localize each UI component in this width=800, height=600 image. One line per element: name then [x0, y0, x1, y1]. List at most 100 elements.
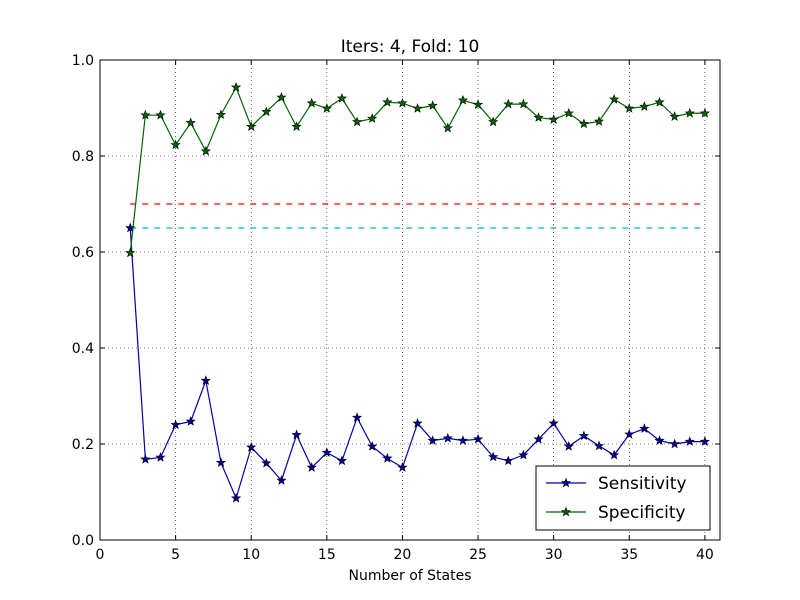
data-point [215, 109, 227, 120]
data-point [488, 116, 499, 127]
data-point [291, 121, 302, 132]
data-point [246, 442, 257, 452]
y-tick-label: 0.2 [72, 437, 94, 453]
legend-label: Specificity [598, 503, 686, 523]
data-point [488, 451, 499, 462]
data-point [609, 94, 620, 104]
data-point [654, 435, 665, 445]
data-point [548, 114, 559, 124]
data-point [291, 429, 302, 440]
x-axis-label: Number of States [349, 568, 472, 584]
data-point [609, 449, 620, 460]
data-point [427, 435, 438, 445]
data-point [412, 418, 423, 428]
data-point [563, 107, 574, 118]
x-tick-label: 35 [620, 547, 638, 563]
data-point [593, 116, 605, 126]
y-tick-label: 0.8 [72, 149, 94, 165]
data-point [336, 93, 348, 103]
data-point [367, 113, 378, 123]
data-point [624, 429, 635, 439]
legend: Sensitivity Specificity [535, 465, 711, 531]
x-tick-label: 40 [696, 547, 714, 563]
x-tick-label: 0 [96, 547, 105, 563]
data-point [261, 106, 272, 117]
data-point [639, 423, 650, 433]
data-point [170, 139, 181, 150]
data-point [367, 441, 378, 451]
data-point [382, 453, 393, 463]
data-point [533, 112, 544, 122]
x-tick-label: 10 [242, 547, 260, 563]
legend-entry: Specificity [546, 503, 686, 523]
data-point [397, 97, 408, 108]
data-point [578, 118, 589, 129]
data-point [231, 492, 242, 503]
data-point [306, 97, 317, 108]
data-point [306, 462, 317, 472]
chart-title: Iters: 4, Fold: 10 [341, 37, 480, 57]
data-point [231, 82, 242, 92]
data-point [624, 103, 635, 113]
data-point [669, 438, 680, 449]
data-point [442, 122, 453, 133]
x-tick-label: 20 [394, 547, 412, 563]
y-tick-label: 0.6 [72, 245, 94, 261]
data-point [155, 452, 166, 462]
data-point [261, 457, 272, 468]
data-point [351, 412, 363, 422]
data-point [215, 457, 227, 468]
data-point [503, 98, 514, 109]
series-sensitivity [125, 222, 710, 503]
data-point [140, 454, 151, 464]
series-layer [125, 82, 710, 503]
data-point [593, 440, 605, 451]
legend-box [535, 465, 711, 531]
legend-marker [560, 506, 572, 517]
data-point [351, 116, 363, 127]
series-specificity [125, 82, 710, 258]
data-point [639, 101, 650, 111]
data-point [518, 449, 529, 460]
data-point [699, 107, 710, 118]
data-point [185, 117, 196, 128]
x-tick-label: 5 [171, 547, 180, 563]
x-tick-label: 15 [318, 547, 336, 563]
data-point [472, 433, 484, 444]
legend-entries: Sensitivity Specificity [546, 474, 687, 523]
data-point [563, 441, 574, 451]
data-point [442, 432, 453, 443]
data-point [654, 96, 665, 107]
plot-area-frame [99, 59, 721, 541]
data-point [382, 96, 393, 107]
data-point [246, 121, 257, 132]
data-point [457, 435, 469, 445]
data-point [321, 103, 332, 113]
y-tick-label: 1.0 [72, 53, 94, 69]
grid [100, 60, 720, 540]
legend-label: Sensitivity [598, 474, 687, 494]
data-point [684, 107, 695, 118]
data-point [427, 100, 438, 110]
data-point [200, 375, 211, 385]
legend-entry: Sensitivity [546, 474, 687, 494]
data-point [185, 416, 196, 426]
data-point [276, 92, 287, 102]
data-point [412, 103, 423, 113]
data-point [170, 419, 181, 430]
axis-ticks: 0 5 10 15 20 25 30 35 40 0.0 0.2 0.4 0.6 0.8 1.0 [72, 53, 720, 563]
data-point [276, 475, 287, 485]
data-point [140, 109, 151, 120]
legend-marker [560, 477, 572, 488]
x-tick-label: 25 [469, 547, 487, 563]
data-point [533, 433, 544, 444]
data-point [200, 145, 211, 156]
data-point [699, 436, 710, 446]
data-point [397, 462, 408, 472]
data-point [457, 94, 469, 105]
y-tick-label: 0.0 [72, 533, 94, 549]
data-point [684, 436, 695, 446]
data-point [669, 111, 680, 121]
data-point [472, 99, 484, 109]
